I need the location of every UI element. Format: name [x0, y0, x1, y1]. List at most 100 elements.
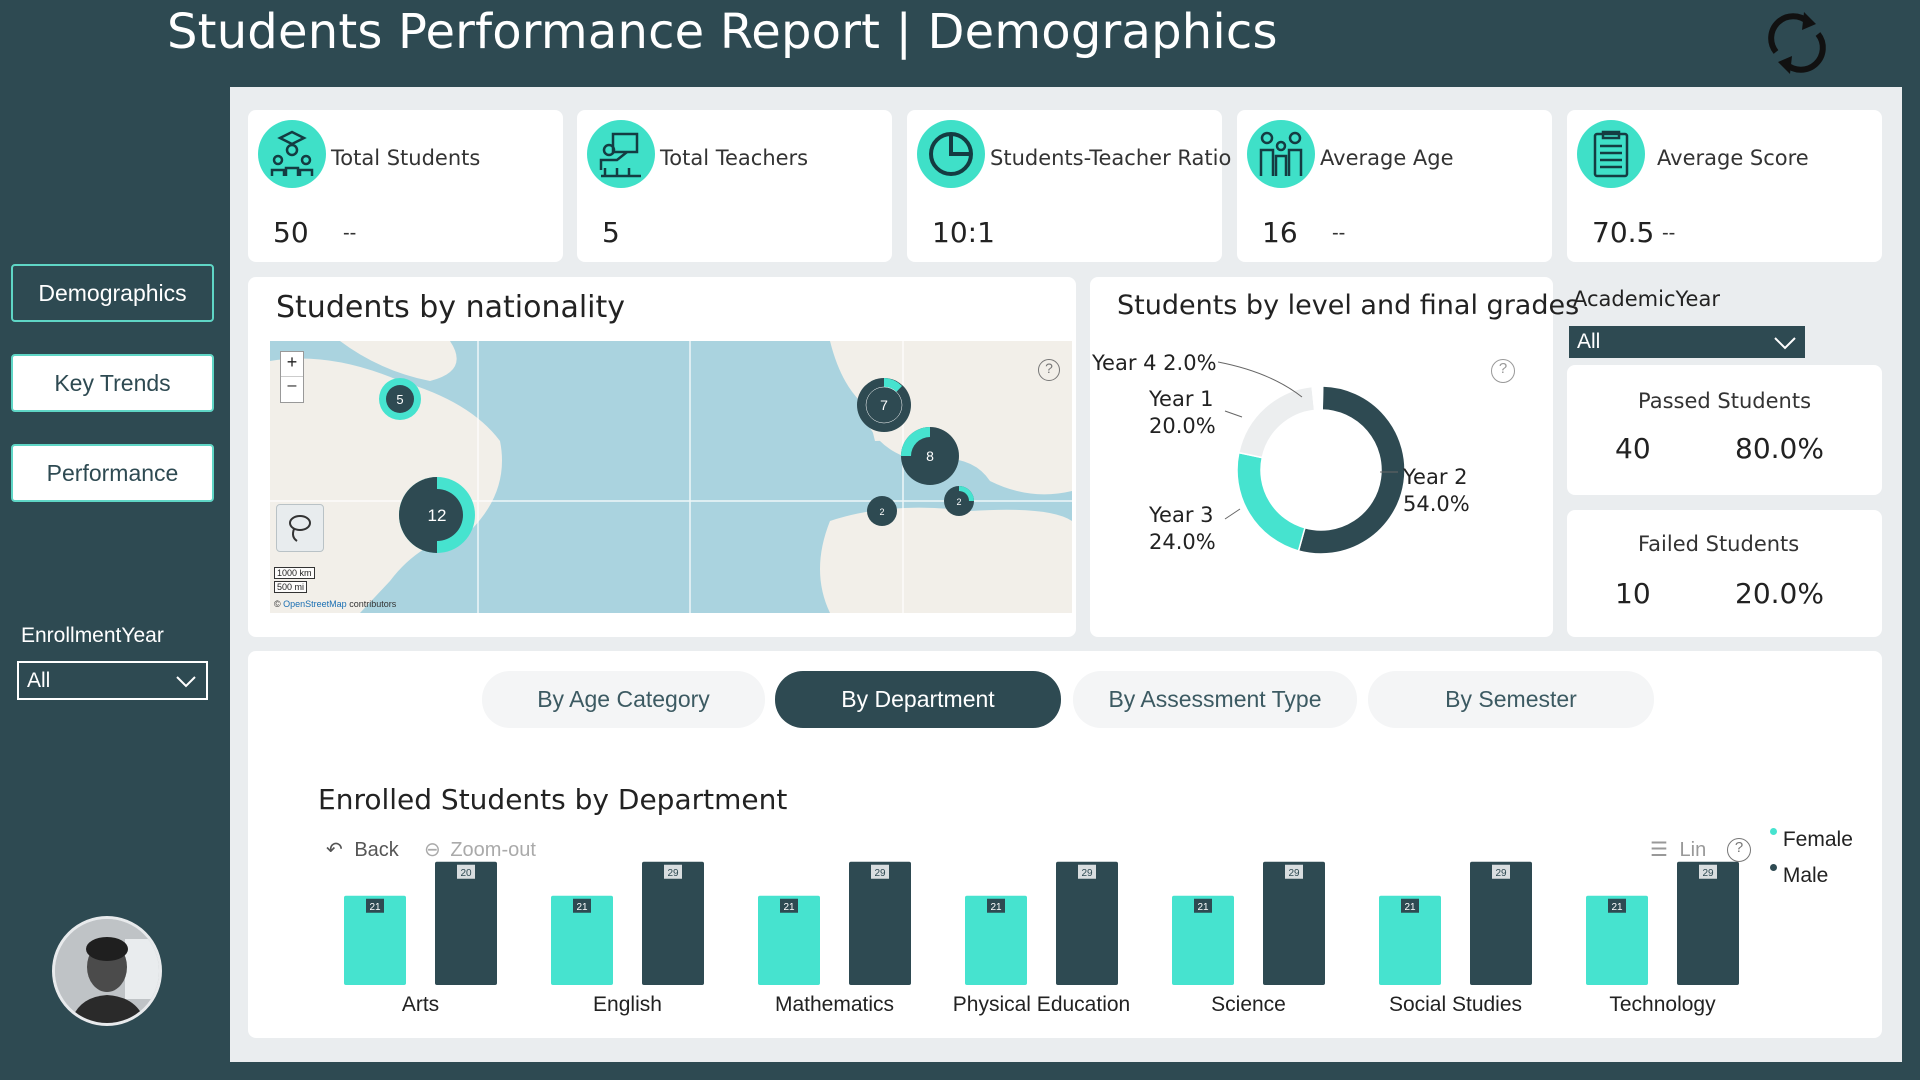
academic-year-label: AcademicYear	[1573, 287, 1720, 311]
donut-slice-year-1[interactable]	[1237, 385, 1316, 459]
kpi-total-teachers: Total Teachers 5	[577, 110, 892, 262]
tab-age-category[interactable]: By Age Category	[482, 671, 765, 728]
cluster-bubble[interactable]: 2	[944, 486, 974, 516]
bar-male[interactable]	[849, 861, 911, 985]
nav-demographics-button[interactable]: Demographics	[11, 264, 214, 322]
scale-label: Lin	[1679, 839, 1707, 861]
kpi-trend: --	[1662, 222, 1676, 244]
cluster-bubble[interactable]: 2	[867, 496, 897, 526]
data-label-background	[780, 898, 798, 913]
family-icon	[1247, 120, 1315, 188]
zoom-out-button[interactable]: ⊖ Zoom-out	[424, 837, 536, 862]
donut-chart[interactable]	[1090, 277, 1553, 637]
donut-label-year3-pct: 24.0%	[1149, 530, 1216, 554]
enrollment-year-dropdown[interactable]: All	[17, 661, 208, 700]
bar-female[interactable]	[1586, 895, 1648, 985]
map-attribution-link[interactable]: OpenStreetMap	[283, 599, 347, 609]
academic-year-dropdown[interactable]: All	[1569, 326, 1805, 358]
kpi-value: 5	[602, 216, 620, 249]
academic-year-value: All	[1577, 330, 1601, 353]
nav-performance-button[interactable]: Performance	[11, 444, 214, 502]
enrollment-year-label: EnrollmentYear	[21, 624, 164, 647]
nationality-map[interactable]: + – ? 1000 km 500 mi © OpenStreetMap con…	[270, 341, 1072, 613]
kpi-average-age: Average Age 16 --	[1237, 110, 1552, 262]
bar-male[interactable]	[1263, 861, 1325, 985]
legend-female[interactable]: Female	[1770, 828, 1853, 852]
failed-students-card: Failed Students 10 20.0%	[1567, 510, 1882, 637]
donut-help-icon[interactable]: ?	[1491, 359, 1515, 383]
chevron-down-icon	[176, 676, 196, 688]
map-clusters: 5 12 7 8 2 2	[379, 378, 974, 553]
cluster-bubble[interactable]: 12	[399, 477, 475, 553]
bar-female[interactable]	[965, 895, 1027, 985]
tab-semester[interactable]: By Semester	[1368, 671, 1654, 728]
kpi-label: Average Age	[1320, 146, 1454, 170]
level-donut-panel	[1090, 277, 1553, 637]
failed-label: Failed Students	[1638, 532, 1800, 556]
bar-female[interactable]	[551, 895, 613, 985]
zoom-out-label: Zoom-out	[450, 839, 536, 861]
cluster-bubble[interactable]: 5	[379, 378, 421, 420]
category-label: English	[593, 993, 662, 1016]
data-label-background	[1492, 864, 1510, 879]
kpi-trend: --	[343, 222, 357, 244]
cluster-bubble[interactable]: 7	[857, 378, 911, 432]
bar-data-label: 29	[1081, 868, 1093, 879]
bar-female[interactable]	[1379, 895, 1441, 985]
passed-label: Passed Students	[1638, 389, 1812, 413]
bar-male[interactable]	[1056, 861, 1118, 985]
donut-label-year2-pct: 54.0%	[1403, 492, 1470, 516]
teacher-board-icon	[587, 120, 655, 188]
data-label-background	[871, 864, 889, 879]
donut-slice-year-4[interactable]	[1311, 385, 1324, 412]
tab-assessment-type[interactable]: By Assessment Type	[1073, 671, 1357, 728]
donut-slice-year-2[interactable]	[1297, 385, 1406, 555]
map-scale-km: 1000 km	[274, 567, 315, 579]
kpi-value: 10:1	[932, 216, 995, 249]
bar-female[interactable]	[344, 895, 406, 985]
donut-slice-year-3[interactable]	[1236, 451, 1306, 552]
data-label-background	[987, 898, 1005, 913]
cluster-bubble[interactable]: 8	[901, 427, 959, 485]
bar-male[interactable]	[1677, 861, 1739, 985]
donut-label-year1-pct: 20.0%	[1149, 414, 1216, 438]
failed-count: 10	[1615, 577, 1651, 610]
category-label: Mathematics	[775, 993, 894, 1016]
pie-chart-icon	[917, 120, 985, 188]
map-attribution-prefix: ©	[274, 599, 281, 609]
failed-pct: 20.0%	[1735, 577, 1824, 610]
bar-female[interactable]	[758, 895, 820, 985]
bar-data-label: 29	[667, 868, 679, 879]
avatar[interactable]	[52, 916, 162, 1026]
category-label: Technology	[1609, 993, 1716, 1016]
bar-male[interactable]	[642, 861, 704, 985]
legend-male-label: Male	[1782, 864, 1829, 887]
bar-help-icon[interactable]: ?	[1727, 838, 1751, 862]
bar-female[interactable]	[1172, 895, 1234, 985]
nav-key-trends-button[interactable]: Key Trends	[11, 354, 214, 412]
drill-back-button[interactable]: ↶ Back	[326, 837, 399, 862]
map-zoom-in-button[interactable]: +	[281, 352, 303, 377]
map-scale-mi: 500 mi	[274, 581, 308, 593]
category-label: Arts	[402, 993, 439, 1016]
map-help-icon[interactable]: ?	[1038, 359, 1060, 381]
map-zoom-out-button[interactable]: –	[287, 377, 297, 394]
category-label: Social Studies	[1389, 993, 1522, 1016]
kpi-value: 70.5	[1592, 216, 1655, 249]
legend-male[interactable]: Male	[1770, 864, 1828, 888]
bar-male[interactable]	[1470, 861, 1532, 985]
cluster-count: 2	[879, 507, 884, 517]
kpi-students-teacher-ratio: Students-Teacher Ratio 10:1	[907, 110, 1231, 262]
tab-department[interactable]: By Department	[775, 671, 1061, 728]
refresh-icon[interactable]	[1762, 8, 1832, 78]
category-label: Physical Education	[953, 993, 1130, 1016]
category-label: Science	[1211, 993, 1286, 1016]
department-bar-chart[interactable]: 21 20 Arts 21 29 English 21 29 Mathematics 21 29 Ph…	[248, 840, 1748, 1020]
data-label-background	[457, 864, 475, 879]
bar-data-label: 29	[1702, 868, 1714, 879]
score-sheet-icon	[1577, 120, 1645, 188]
map-lasso-button[interactable]	[276, 504, 324, 552]
bar-male[interactable]	[435, 861, 497, 985]
map-zoom-control[interactable]: + –	[280, 351, 304, 403]
scale-toggle[interactable]: ☰ Lin	[1650, 837, 1706, 862]
